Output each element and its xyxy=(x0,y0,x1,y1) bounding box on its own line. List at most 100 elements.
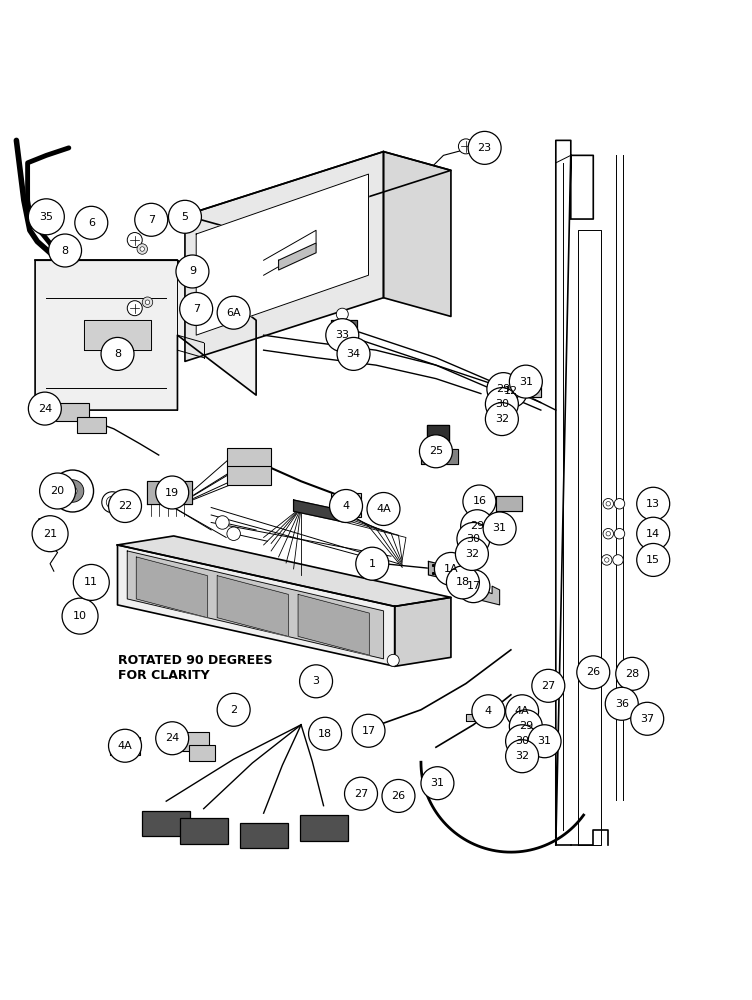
Polygon shape xyxy=(196,174,368,335)
Text: 26: 26 xyxy=(391,791,405,801)
Text: 29: 29 xyxy=(519,721,533,731)
FancyBboxPatch shape xyxy=(226,466,271,485)
Polygon shape xyxy=(278,243,316,270)
FancyBboxPatch shape xyxy=(240,823,287,848)
Circle shape xyxy=(494,375,527,408)
FancyBboxPatch shape xyxy=(332,493,361,517)
Text: 29: 29 xyxy=(496,384,511,394)
Text: 20: 20 xyxy=(50,486,65,496)
Polygon shape xyxy=(147,481,193,504)
Circle shape xyxy=(73,564,109,600)
Text: 17: 17 xyxy=(362,726,375,736)
Circle shape xyxy=(605,687,638,720)
Circle shape xyxy=(29,199,65,235)
Text: 27: 27 xyxy=(354,789,368,799)
Polygon shape xyxy=(395,597,451,666)
Circle shape xyxy=(492,520,504,532)
Text: 7: 7 xyxy=(147,215,155,225)
Text: 3: 3 xyxy=(313,676,320,686)
Circle shape xyxy=(393,790,405,802)
Text: 4A: 4A xyxy=(514,706,529,716)
Circle shape xyxy=(101,337,134,370)
Circle shape xyxy=(586,665,601,680)
Polygon shape xyxy=(331,320,357,334)
Polygon shape xyxy=(470,586,499,605)
Text: 4: 4 xyxy=(485,706,492,716)
Circle shape xyxy=(336,308,348,320)
Circle shape xyxy=(603,528,614,539)
Text: 4: 4 xyxy=(342,501,350,511)
FancyBboxPatch shape xyxy=(77,417,106,433)
Circle shape xyxy=(487,373,520,406)
Text: 17: 17 xyxy=(466,581,481,591)
Circle shape xyxy=(616,657,649,690)
Circle shape xyxy=(108,729,141,762)
Circle shape xyxy=(352,714,385,747)
Text: 8: 8 xyxy=(62,246,68,256)
Circle shape xyxy=(520,373,531,384)
Circle shape xyxy=(180,292,213,325)
Circle shape xyxy=(62,598,98,634)
Text: 1: 1 xyxy=(368,559,376,569)
Circle shape xyxy=(637,487,670,520)
Circle shape xyxy=(637,543,670,576)
Text: 8: 8 xyxy=(114,349,121,359)
Polygon shape xyxy=(83,320,151,350)
Text: 33: 33 xyxy=(335,330,349,340)
Text: 31: 31 xyxy=(493,523,507,533)
Circle shape xyxy=(337,337,370,370)
Polygon shape xyxy=(185,152,451,234)
FancyBboxPatch shape xyxy=(299,815,347,841)
Text: 32: 32 xyxy=(495,414,509,424)
Circle shape xyxy=(459,139,474,154)
Circle shape xyxy=(344,777,378,810)
Text: 29: 29 xyxy=(470,521,484,531)
Circle shape xyxy=(505,740,538,773)
Circle shape xyxy=(74,206,108,239)
Text: 26: 26 xyxy=(587,667,600,677)
Text: 9: 9 xyxy=(189,266,196,276)
Circle shape xyxy=(532,669,565,702)
Polygon shape xyxy=(127,551,384,659)
Text: 12: 12 xyxy=(504,386,518,396)
Polygon shape xyxy=(136,557,208,618)
Circle shape xyxy=(421,767,454,800)
Circle shape xyxy=(420,435,453,468)
Text: 18: 18 xyxy=(456,577,470,587)
Circle shape xyxy=(308,717,341,750)
Text: 32: 32 xyxy=(465,549,479,559)
Text: 27: 27 xyxy=(541,681,556,691)
Text: 6: 6 xyxy=(88,218,95,228)
Circle shape xyxy=(603,499,614,509)
Circle shape xyxy=(490,524,502,536)
Text: 22: 22 xyxy=(118,501,132,511)
Text: 30: 30 xyxy=(466,534,481,544)
Circle shape xyxy=(299,665,332,698)
Text: 23: 23 xyxy=(478,143,492,153)
Text: 2: 2 xyxy=(230,705,237,715)
Circle shape xyxy=(217,693,250,726)
Circle shape xyxy=(472,695,505,728)
Circle shape xyxy=(329,490,362,522)
Text: 31: 31 xyxy=(519,377,533,387)
FancyBboxPatch shape xyxy=(142,811,190,836)
Circle shape xyxy=(145,300,150,304)
Circle shape xyxy=(577,656,610,689)
FancyBboxPatch shape xyxy=(56,403,89,421)
Circle shape xyxy=(382,779,415,812)
Circle shape xyxy=(32,516,68,552)
Text: 18: 18 xyxy=(318,729,332,739)
FancyBboxPatch shape xyxy=(180,818,228,844)
Polygon shape xyxy=(429,561,470,584)
Text: 10: 10 xyxy=(73,611,87,621)
Polygon shape xyxy=(117,545,395,666)
Text: 34: 34 xyxy=(347,349,361,359)
FancyBboxPatch shape xyxy=(111,737,140,755)
Text: 30: 30 xyxy=(495,399,509,409)
Circle shape xyxy=(517,367,528,378)
Circle shape xyxy=(483,512,516,545)
Circle shape xyxy=(228,711,240,723)
Polygon shape xyxy=(427,425,450,446)
Circle shape xyxy=(142,297,153,307)
Polygon shape xyxy=(384,152,451,316)
